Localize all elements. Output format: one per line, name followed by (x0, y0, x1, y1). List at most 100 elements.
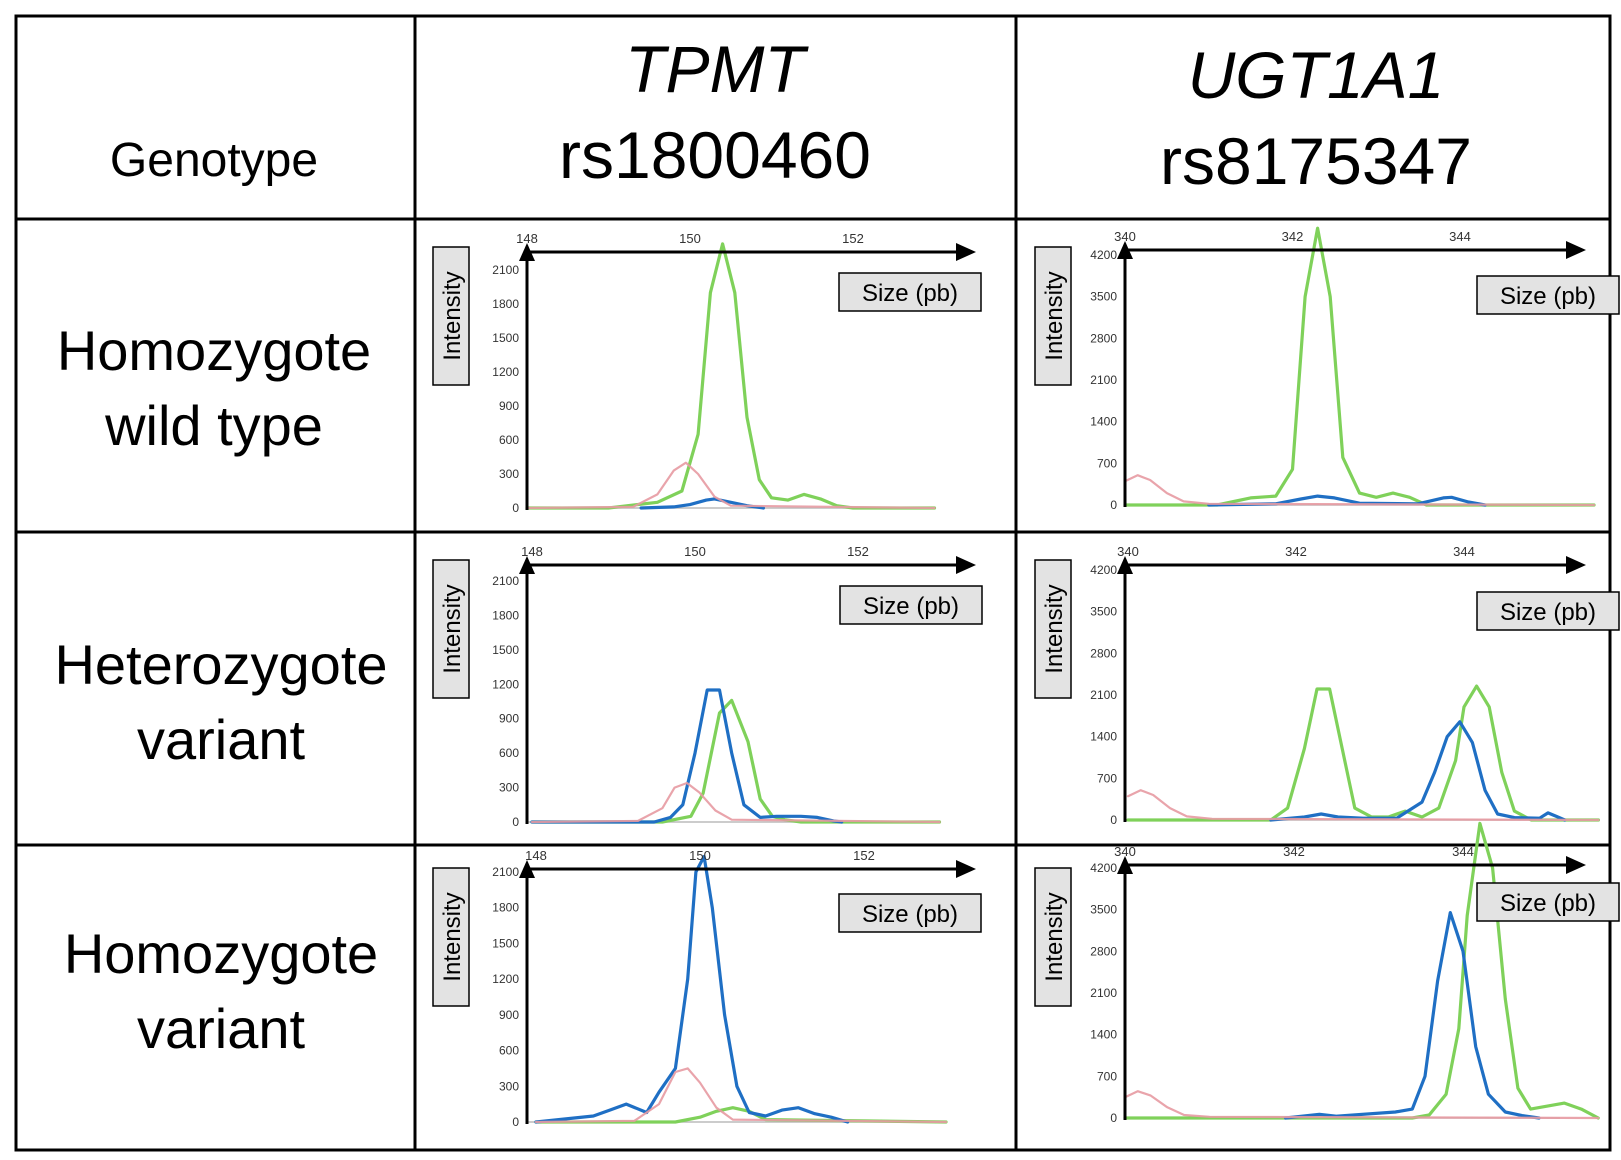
series-pink-line (530, 781, 941, 824)
series-green-line (534, 1106, 948, 1124)
xlabel-box (1476, 882, 1620, 922)
x-tick-label: 344 (1449, 229, 1471, 244)
ylabel-box (432, 559, 470, 699)
xlabel: Size (pb) (862, 280, 958, 307)
snp-header-tpmt: rs1800460 (559, 118, 871, 192)
electropherogram-panels: 148 150 15203006009001200150018002100Size … (432, 226, 1620, 1129)
x-tick-label: 152 (847, 544, 869, 559)
x-axis-arrow (1566, 556, 1586, 574)
ylabel: Intensity (439, 892, 466, 981)
y-tick-label: 300 (499, 1079, 519, 1093)
y-tick-label: 2800 (1090, 646, 1117, 660)
xlabel: Size (pb) (1500, 599, 1596, 626)
y-tick-label: 1800 (492, 297, 519, 311)
y-tick-label: 0 (1110, 813, 1117, 827)
y-tick-label: 2100 (1090, 373, 1117, 387)
x-tick-label: 152 (853, 848, 875, 863)
row-label-2-line1: Heterozygote (54, 633, 387, 696)
series-green-line (530, 698, 942, 824)
y-tick-label: 2800 (1090, 944, 1117, 958)
y-tick-label: 1500 (492, 643, 519, 657)
series-pink-line (534, 1067, 948, 1124)
xlabel-box (838, 893, 982, 933)
y-tick-label: 1500 (492, 936, 519, 950)
ylabel-box (432, 867, 470, 1007)
y-tick-label: 0 (1110, 498, 1117, 512)
series-blue-line (1269, 720, 1567, 822)
x-tick-label: 148 (525, 848, 547, 863)
y-tick-label: 3500 (1090, 290, 1117, 304)
series-green-line (1123, 226, 1596, 507)
y-tick-label: 1500 (492, 331, 519, 345)
y-tick-label: 1400 (1090, 1028, 1117, 1042)
ylabel-box (432, 246, 470, 386)
y-tick-label: 300 (499, 467, 519, 481)
row-label-3-line1: Homozygote (64, 922, 378, 985)
chart-tpmt-het: 148 150 152 0 300 600 900 1200 1500 1800 2100 Size … (432, 544, 983, 829)
x-tick-label: 152 (842, 231, 864, 246)
snp-header-ugt1a1: rs8175347 (1160, 124, 1472, 198)
y-tick-label: 1200 (492, 972, 519, 986)
y-tick-label: 0 (512, 501, 519, 515)
y-tick-label: 1200 (492, 677, 519, 691)
y-tick-label: 4200 (1090, 248, 1117, 262)
xlabel: Size (pb) (1500, 283, 1596, 310)
series-pink-line (1123, 1090, 1600, 1120)
y-tick-label: 300 (499, 781, 519, 795)
table-border (14, 14, 1612, 1152)
x-tick-label: 150 (684, 544, 706, 559)
x-tick-label: 342 (1283, 844, 1305, 859)
y-tick-label: 600 (499, 433, 519, 447)
y-tick-label: 2100 (492, 263, 519, 277)
ylabel: Intensity (439, 584, 466, 673)
y-tick-label: 3500 (1090, 903, 1117, 917)
series-green-line (525, 242, 937, 510)
ylabel: Intensity (1041, 584, 1068, 673)
xlabel: Size (pb) (1500, 890, 1596, 917)
y-tick-label: 4200 (1090, 861, 1117, 875)
x-tick-label: 344 (1453, 544, 1475, 559)
ylabel-box (1034, 867, 1072, 1007)
x-tick-label: 342 (1282, 229, 1304, 244)
y-tick-label: 4200 (1090, 563, 1117, 577)
row-label-2-line2: variant (137, 708, 306, 771)
xlabel: Size (pb) (862, 901, 958, 928)
x-tick-label: 150 (679, 231, 701, 246)
y-tick-label: 700 (1097, 1069, 1117, 1083)
ylabel: Intensity (1041, 892, 1068, 981)
x-axis-arrow (956, 860, 976, 878)
x-axis-arrow (1566, 856, 1586, 874)
x-axis-arrow (956, 243, 976, 261)
x-tick-label: 148 (521, 544, 543, 559)
y-tick-label: 1800 (492, 608, 519, 622)
y-tick-label: 1200 (492, 365, 519, 379)
series-pink-line (1126, 789, 1600, 822)
y-tick-label: 600 (499, 1044, 519, 1058)
y-tick-label: 1400 (1090, 415, 1117, 429)
chart-ugt-wt: 340 342 344 0 700 1400 2100 2800 3500 4200 Size (p… (1034, 226, 1620, 512)
series-green-line (1123, 821, 1600, 1120)
y-tick-label: 2100 (1090, 688, 1117, 702)
y-tick-label: 1400 (1090, 730, 1117, 744)
xlabel-box (839, 585, 983, 625)
chart-ugt-het: 340 342 344 0 700 1400 2100 2800 3500 4200 Size (p… (1034, 544, 1620, 827)
y-tick-label: 700 (1097, 456, 1117, 470)
x-tick-label: 344 (1452, 844, 1474, 859)
xlabel-box (1476, 591, 1620, 631)
x-tick-label: 340 (1114, 229, 1136, 244)
xlabel-box (838, 272, 982, 312)
ylabel: Intensity (439, 271, 466, 360)
row-label-1-line2: wild type (104, 394, 323, 457)
chart-tpmt-var: 148 150 152 0 300 600 900 1200 1500 1800 2100 Size … (432, 848, 982, 1129)
y-tick-label: 2800 (1090, 331, 1117, 345)
x-axis-arrow (956, 556, 976, 574)
series-pink-line (525, 461, 936, 510)
y-tick-label: 700 (1097, 771, 1117, 785)
genotype-header: Genotype (110, 134, 318, 187)
y-tick-label: 900 (499, 399, 519, 413)
chart-tpmt-wt: 148 150 152 0 300 600 900 1200 1500 1800 2100 Size … (432, 231, 982, 515)
series-blue-line (530, 688, 844, 824)
y-tick-label: 2100 (1090, 986, 1117, 1000)
row-label-3-line2: variant (137, 997, 306, 1060)
